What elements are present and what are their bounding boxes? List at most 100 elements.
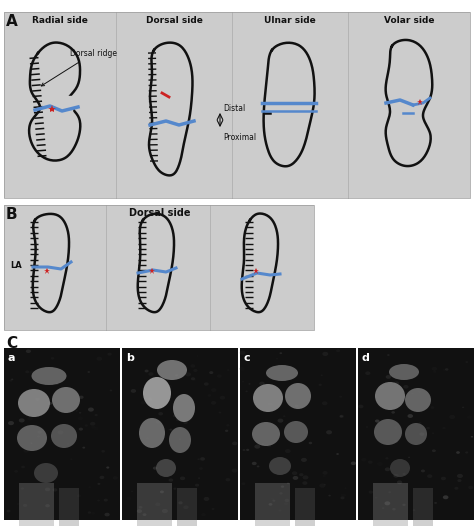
Ellipse shape — [394, 440, 398, 443]
Ellipse shape — [19, 418, 25, 422]
Ellipse shape — [97, 500, 100, 501]
Ellipse shape — [340, 497, 345, 499]
Ellipse shape — [248, 383, 251, 385]
Ellipse shape — [242, 381, 244, 382]
Ellipse shape — [468, 485, 473, 489]
Bar — [19, 483, 54, 526]
Ellipse shape — [375, 497, 377, 499]
Ellipse shape — [465, 361, 468, 363]
Ellipse shape — [82, 447, 85, 449]
Ellipse shape — [37, 436, 40, 438]
Ellipse shape — [137, 509, 142, 513]
Ellipse shape — [241, 482, 246, 485]
Ellipse shape — [285, 449, 291, 453]
Ellipse shape — [252, 462, 256, 465]
Ellipse shape — [131, 491, 133, 492]
Text: B: B — [6, 207, 18, 222]
Ellipse shape — [168, 385, 172, 388]
Text: Volar side: Volar side — [384, 16, 434, 25]
Ellipse shape — [445, 368, 448, 371]
Ellipse shape — [7, 510, 10, 512]
Ellipse shape — [156, 420, 160, 423]
Ellipse shape — [267, 444, 271, 447]
Polygon shape — [29, 43, 80, 160]
Ellipse shape — [351, 461, 356, 465]
Ellipse shape — [183, 421, 188, 424]
Ellipse shape — [158, 412, 163, 416]
Ellipse shape — [432, 432, 434, 434]
Ellipse shape — [101, 450, 105, 452]
Ellipse shape — [143, 377, 171, 409]
Ellipse shape — [25, 370, 29, 373]
Text: C: C — [6, 336, 17, 351]
Polygon shape — [42, 96, 72, 118]
Ellipse shape — [385, 468, 390, 471]
Ellipse shape — [8, 421, 14, 425]
Ellipse shape — [239, 351, 246, 355]
Text: LA: LA — [10, 260, 22, 269]
Ellipse shape — [169, 479, 173, 482]
Ellipse shape — [78, 417, 83, 420]
Ellipse shape — [75, 410, 78, 412]
Ellipse shape — [369, 491, 373, 494]
Ellipse shape — [279, 492, 283, 494]
Ellipse shape — [157, 360, 187, 380]
Ellipse shape — [232, 469, 237, 473]
Ellipse shape — [217, 375, 222, 378]
Ellipse shape — [219, 412, 221, 413]
Ellipse shape — [339, 414, 344, 418]
Ellipse shape — [273, 500, 275, 502]
Ellipse shape — [322, 471, 328, 474]
Ellipse shape — [17, 503, 19, 505]
Ellipse shape — [262, 443, 264, 446]
Ellipse shape — [266, 365, 298, 381]
Ellipse shape — [411, 393, 413, 394]
Text: A: A — [6, 14, 18, 29]
Ellipse shape — [45, 504, 50, 507]
Ellipse shape — [393, 474, 399, 478]
Ellipse shape — [77, 494, 81, 497]
Bar — [413, 488, 433, 526]
Ellipse shape — [148, 398, 152, 400]
Ellipse shape — [139, 418, 165, 448]
Ellipse shape — [153, 467, 157, 470]
Ellipse shape — [227, 369, 229, 371]
Text: b: b — [126, 353, 134, 363]
Ellipse shape — [60, 404, 63, 406]
Ellipse shape — [162, 509, 168, 513]
Polygon shape — [149, 43, 192, 175]
Ellipse shape — [366, 426, 368, 428]
Ellipse shape — [91, 512, 95, 514]
Ellipse shape — [361, 458, 366, 461]
Ellipse shape — [109, 390, 112, 391]
Ellipse shape — [148, 372, 154, 376]
Ellipse shape — [278, 419, 283, 423]
Text: Proximal: Proximal — [223, 133, 256, 142]
Ellipse shape — [34, 463, 58, 483]
Ellipse shape — [449, 415, 455, 419]
Ellipse shape — [191, 365, 195, 368]
Ellipse shape — [193, 369, 198, 372]
Ellipse shape — [195, 484, 199, 487]
Ellipse shape — [462, 407, 464, 408]
Ellipse shape — [467, 416, 472, 419]
Bar — [4, 12, 470, 198]
Polygon shape — [264, 43, 315, 166]
Ellipse shape — [319, 383, 322, 386]
Ellipse shape — [252, 422, 280, 446]
Ellipse shape — [455, 487, 458, 490]
Ellipse shape — [441, 477, 446, 480]
Ellipse shape — [88, 511, 91, 514]
Ellipse shape — [397, 480, 402, 484]
Ellipse shape — [471, 436, 473, 438]
Bar — [4, 205, 314, 330]
Bar — [255, 483, 290, 526]
Ellipse shape — [403, 385, 409, 389]
Ellipse shape — [173, 488, 176, 490]
Ellipse shape — [434, 502, 437, 504]
Ellipse shape — [55, 383, 59, 385]
Bar — [122, 348, 238, 520]
Ellipse shape — [37, 430, 42, 434]
Ellipse shape — [257, 466, 259, 468]
Ellipse shape — [432, 449, 436, 452]
